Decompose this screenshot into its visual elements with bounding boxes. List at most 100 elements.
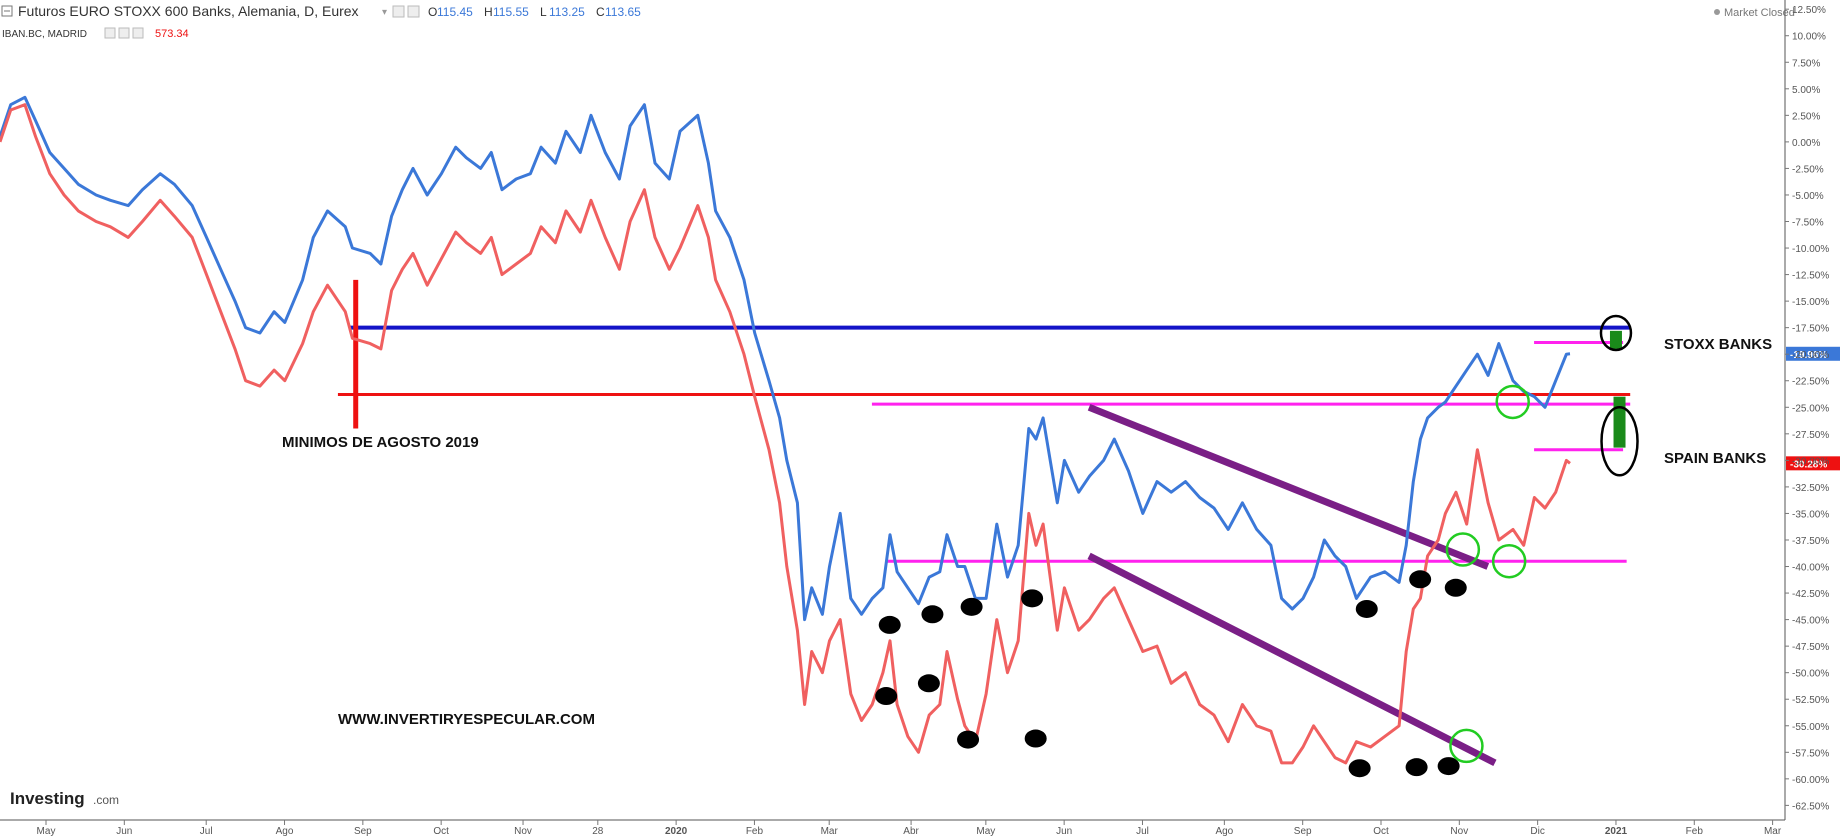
y-tick-label: -50.00% — [1792, 669, 1829, 680]
black-dot-marker — [1024, 729, 1047, 748]
brand-suffix: .com — [93, 793, 119, 807]
settings-icon-compare[interactable] — [118, 27, 130, 39]
x-tick-label: Ago — [1215, 826, 1233, 837]
x-tick-label: Nov — [1450, 826, 1468, 837]
last-value-badge-spain: -30.28% — [1790, 459, 1827, 470]
last-value-badge-stoxx: -19.96% — [1790, 350, 1827, 361]
x-tick-label: 2020 — [665, 826, 688, 837]
chevron-down-icon[interactable]: ▾ — [382, 7, 387, 18]
close-icon-compare[interactable] — [132, 27, 144, 39]
y-tick-label: -22.50% — [1792, 377, 1829, 388]
chart-title: Futuros EURO STOXX 600 Banks, Alemania, … — [18, 3, 359, 19]
ohlc-values: O 115.45 H 115.55 L 113.25 C 113.65 — [428, 5, 641, 19]
y-tick-label: -42.50% — [1792, 589, 1829, 600]
y-tick-label: -15.00% — [1792, 297, 1829, 308]
x-tick-label: Jun — [116, 826, 132, 837]
investing-logo: Investing .com — [10, 789, 119, 808]
y-tick-label: -17.50% — [1792, 324, 1829, 335]
green-circle-marker — [1445, 532, 1481, 567]
black-dot-marker — [878, 615, 901, 634]
settings-icon[interactable] — [407, 5, 420, 18]
last-value-badge-bg — [1786, 346, 1840, 361]
y-tick-label: 2.50% — [1792, 111, 1820, 122]
compare-value: 573.34 — [155, 28, 189, 40]
x-tick-label: Feb — [746, 826, 764, 837]
ohlc-value-o: 115.45 — [437, 5, 473, 19]
series-line-spain — [0, 103, 1571, 765]
x-tick-label: Mar — [821, 826, 839, 837]
black-dot-marker — [1444, 578, 1467, 597]
y-tick-label: -57.50% — [1792, 748, 1829, 759]
black-circle-marker — [1600, 406, 1639, 477]
black-dot-marker — [917, 674, 940, 693]
black-dot-marker — [957, 730, 980, 749]
y-tick-label: -25.00% — [1792, 403, 1829, 414]
y-tick-label: -60.00% — [1792, 775, 1829, 786]
y-tick-label: -32.50% — [1792, 483, 1829, 494]
x-tick-label: Jul — [1136, 826, 1149, 837]
x-tick-label: Jul — [200, 826, 213, 837]
y-tick-label: -45.00% — [1792, 616, 1829, 627]
eye-icon[interactable] — [392, 5, 405, 18]
y-tick-label: -55.00% — [1792, 722, 1829, 733]
compare-symbol: IBAN.BC, MADRID — [2, 29, 87, 40]
x-tick-label: Ago — [276, 826, 294, 837]
green-circle-marker — [1491, 543, 1527, 579]
y-tick-label: 0.00% — [1792, 138, 1820, 149]
eye-icon-compare[interactable] — [104, 27, 116, 39]
x-tick-label: Sep — [1294, 826, 1312, 837]
y-tick-label: 12.50% — [1792, 5, 1826, 16]
ohlc-key-c: C — [596, 5, 605, 19]
black-dot-marker — [1348, 759, 1371, 778]
y-tick-label: -2.50% — [1792, 164, 1824, 175]
black-dot-marker — [1409, 570, 1432, 589]
trendline-0 — [1087, 404, 1490, 570]
black-dot-marker — [1405, 758, 1428, 777]
annotation-marks — [875, 314, 1639, 778]
y-tick-label: -20.00% — [1792, 350, 1829, 361]
x-tick-label: Dic — [1530, 826, 1544, 837]
ohlc-key-h: H — [484, 5, 493, 19]
annotation-stoxx: STOXX BANKS — [1664, 336, 1772, 353]
y-tick-label: -40.00% — [1792, 563, 1829, 574]
x-tick-label: Mar — [1764, 826, 1782, 837]
x-tick-label: 28 — [592, 826, 604, 837]
ohlc-value-c: 113.65 — [605, 5, 641, 19]
ohlc-key-l: L — [540, 5, 547, 19]
x-tick-label: 2021 — [1605, 826, 1628, 837]
brand-name: Investing — [10, 789, 85, 808]
annotation-spain: SPAIN BANKS — [1664, 450, 1766, 467]
black-dot-marker — [1437, 757, 1460, 776]
y-tick-label: 5.00% — [1792, 85, 1820, 96]
black-dot-marker — [960, 597, 983, 616]
chart-header: Futuros EURO STOXX 600 Banks, Alemania, … — [1, 3, 1795, 40]
black-dot-marker — [1355, 599, 1378, 618]
trendline-1 — [1087, 552, 1497, 767]
x-tick-label: May — [976, 826, 995, 837]
black-circle-marker — [1599, 314, 1633, 352]
x-tick-label: Nov — [514, 826, 532, 837]
ohlc-value-l: 113.25 — [549, 5, 585, 19]
y-tick-label: -12.50% — [1792, 271, 1829, 282]
collapse-icon[interactable] — [1, 5, 13, 17]
y-tick-label: -35.00% — [1792, 509, 1829, 520]
x-tick-label: Sep — [354, 826, 372, 837]
y-tick-label: -5.00% — [1792, 191, 1824, 202]
last-value-badge-bg — [1786, 456, 1840, 471]
black-dot-marker — [875, 687, 898, 706]
trendlines — [1087, 404, 1497, 767]
ohlc-key-o: O — [428, 5, 437, 19]
x-tick-label: Feb — [1686, 826, 1704, 837]
green-circle-marker — [1495, 384, 1530, 420]
x-tick-label: Jun — [1056, 826, 1072, 837]
x-tick-label: May — [37, 826, 56, 837]
series-lines: -19.96% -30.28% — [0, 95, 1840, 765]
y-tick-label: -37.50% — [1792, 536, 1829, 547]
market-status: Market Closed — [1724, 7, 1795, 19]
y-tick-label: -47.50% — [1792, 642, 1829, 653]
green-circle-marker — [1449, 728, 1484, 764]
annotation-minimos: MINIMOS DE AGOSTO 2019 — [282, 434, 479, 451]
y-tick-label: -7.50% — [1792, 218, 1824, 229]
